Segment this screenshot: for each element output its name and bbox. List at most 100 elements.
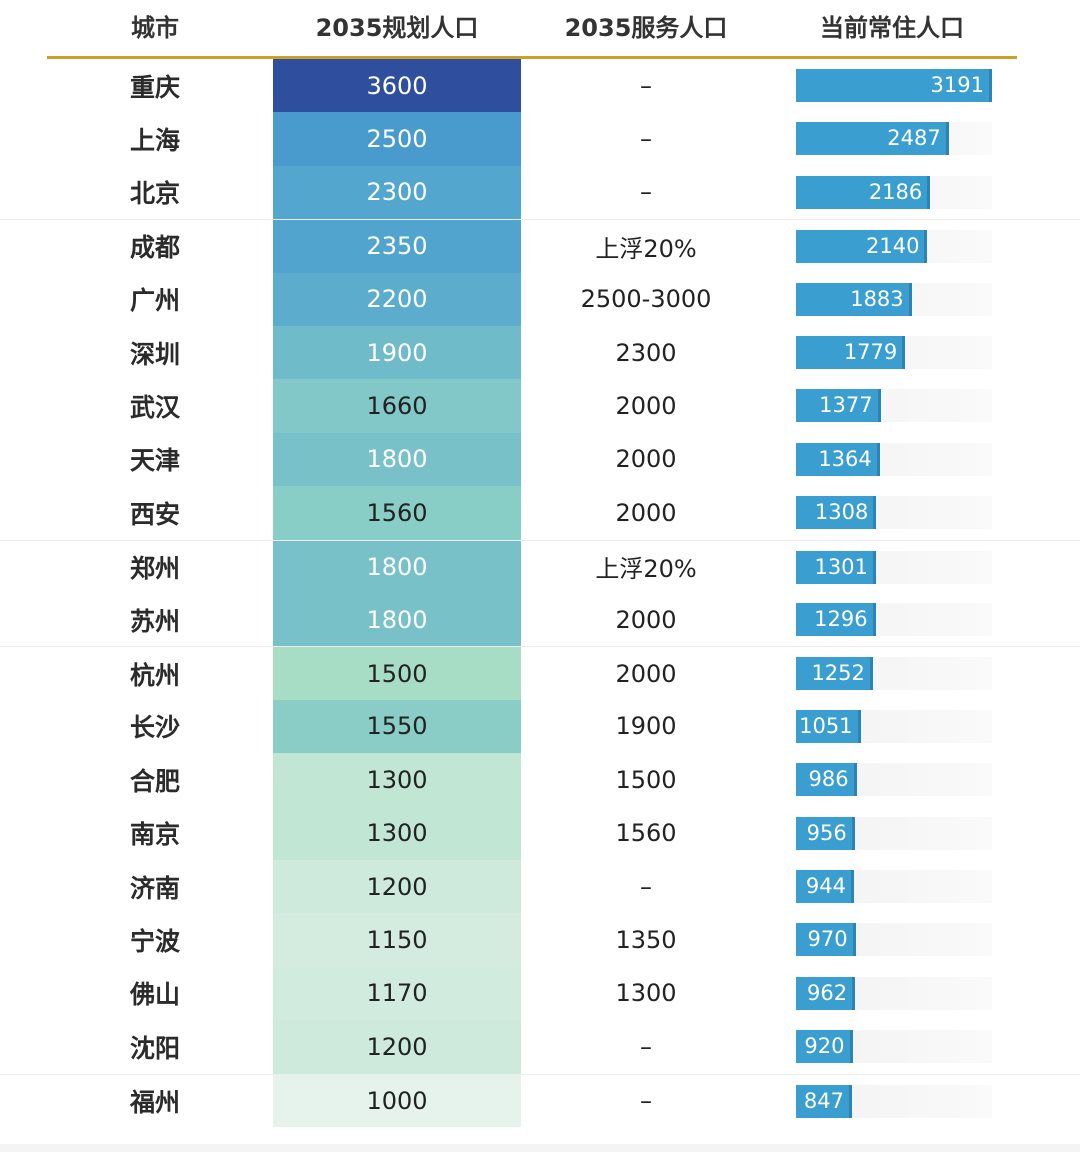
current-population-bar: [796, 69, 992, 102]
current-population-bar: [796, 496, 877, 530]
current-population-label: 1252: [811, 661, 865, 686]
current-population-bar: [796, 816, 855, 850]
current-population-bar: [796, 923, 856, 957]
current-population-bar: [796, 122, 949, 156]
service-population-cell: 1560: [615, 819, 677, 848]
table-row: 西安 1560 2000 1308: [0, 486, 1080, 540]
table-row: 杭州 1500 2000 1252: [0, 646, 1080, 700]
service-population-cell: 1500: [615, 765, 677, 794]
service-population-cell: 2500-3000: [580, 285, 712, 314]
header-city: 城市: [131, 14, 179, 42]
service-population-cell: –: [640, 1086, 652, 1115]
current-population-bar: [796, 603, 876, 636]
plan-population-cell: 2500: [273, 112, 521, 166]
current-population-bar: [796, 976, 856, 1010]
table-row: 长沙 1550 1900 1051: [0, 699, 1080, 754]
plan-population-cell: 1000: [273, 1074, 521, 1127]
table-row: 郑州 1800 上浮20% 1301: [0, 539, 1080, 593]
current-population-label: 962: [806, 980, 848, 1005]
current-population-bar: [796, 657, 873, 691]
current-population-bar: [796, 336, 906, 369]
current-population-bar: [796, 389, 881, 423]
current-population-label: 956: [806, 820, 847, 845]
plan-population-cell: 1560: [273, 486, 521, 540]
service-population-cell: 1300: [615, 979, 677, 1008]
current-population-label: 1364: [818, 446, 872, 471]
plan-population-cell: 1800: [273, 593, 521, 647]
current-population-label: 1883: [850, 286, 904, 311]
current-population-bar: [796, 1030, 853, 1064]
current-population-label: 1301: [814, 554, 868, 579]
city-name: 南京: [129, 820, 180, 850]
current-population-bar: [796, 709, 861, 743]
current-population-label: 2140: [865, 234, 920, 259]
table-row: 福州 1000 – 847: [0, 1073, 1080, 1127]
city-name: 郑州: [129, 553, 180, 583]
current-population-bar: [796, 870, 854, 903]
plan-population-cell: 1500: [273, 647, 521, 700]
plan-population-cell: 1200: [273, 1020, 521, 1074]
service-population-cell: 上浮20%: [595, 555, 697, 584]
service-population-cell: 2000: [615, 392, 677, 421]
current-population-label: 1308: [814, 500, 869, 525]
table-row: 佛山 1170 1300 962: [0, 966, 1080, 1021]
service-population-cell: –: [640, 1032, 652, 1061]
table-row: 成都 2350 上浮20% 2140: [0, 219, 1080, 273]
current-population-label: 2487: [887, 126, 941, 151]
table-row: 宁波 1150 1350 970: [0, 913, 1080, 967]
header-plan-population: 2035规划人口: [315, 14, 479, 42]
current-population-label: 1296: [814, 607, 868, 631]
service-population-cell: 2000: [615, 445, 677, 474]
plan-population-cell: 1300: [273, 753, 521, 807]
city-name: 西安: [129, 499, 180, 529]
plan-population-cell: 2200: [273, 272, 521, 326]
table-row: 苏州 1800 2000 1296: [0, 593, 1080, 647]
plan-population-cell: 2350: [273, 220, 521, 273]
table-row: 北京 2300 – 2186: [0, 165, 1080, 220]
service-population-cell: –: [640, 71, 652, 100]
current-population-label: 944: [805, 874, 846, 898]
current-population-bar: [796, 230, 928, 264]
current-population-bar: [796, 442, 880, 476]
table-row: 南京 1300 1560 956: [0, 806, 1080, 860]
city-name: 深圳: [129, 339, 180, 369]
table-row: 深圳 1900 2300 1779: [0, 326, 1080, 380]
city-name: 合肥: [129, 766, 180, 796]
city-name: 杭州: [129, 660, 180, 690]
city-name: 武汉: [129, 393, 180, 423]
current-population-label: 920: [804, 1034, 845, 1059]
service-population-cell: 2300: [615, 338, 677, 367]
header-rule: [47, 56, 1017, 59]
service-population-cell: 2000: [615, 605, 677, 634]
plan-population-cell: 1170: [273, 966, 521, 1021]
city-name: 福州: [129, 1087, 180, 1117]
plan-population-cell: 1800: [273, 540, 521, 593]
city-name: 成都: [129, 233, 180, 263]
city-name: 沈阳: [129, 1033, 180, 1063]
city-name: 上海: [129, 126, 180, 156]
current-population-bar: [796, 1084, 852, 1118]
plan-population-cell: 1800: [273, 432, 521, 487]
table-row: 重庆 3600 – 3191: [0, 59, 1080, 113]
city-name: 济南: [129, 873, 180, 903]
current-population-label: 1051: [799, 713, 853, 738]
current-population-label: 3191: [930, 73, 984, 97]
table-row: 天津 1800 2000 1364: [0, 432, 1080, 487]
current-population-label: 847: [803, 1088, 844, 1113]
city-name: 北京: [129, 179, 180, 209]
current-population-label: 970: [807, 927, 848, 952]
plan-population-cell: 1150: [273, 913, 521, 967]
plan-population-cell: 1200: [273, 860, 521, 914]
table-row: 武汉 1660 2000 1377: [0, 379, 1080, 433]
current-population-bar: [796, 550, 876, 584]
current-population-bar: [796, 763, 857, 797]
service-population-cell: –: [640, 125, 652, 154]
table-row: 上海 2500 – 2487: [0, 112, 1080, 166]
current-population-label: 1377: [819, 393, 873, 418]
current-population-label: 986: [808, 767, 849, 792]
table-row: 合肥 1300 1500 986: [0, 753, 1080, 807]
city-name: 宁波: [129, 927, 180, 957]
plan-population-cell: 1900: [273, 326, 521, 380]
header-service-population: 2035服务人口: [564, 14, 728, 42]
